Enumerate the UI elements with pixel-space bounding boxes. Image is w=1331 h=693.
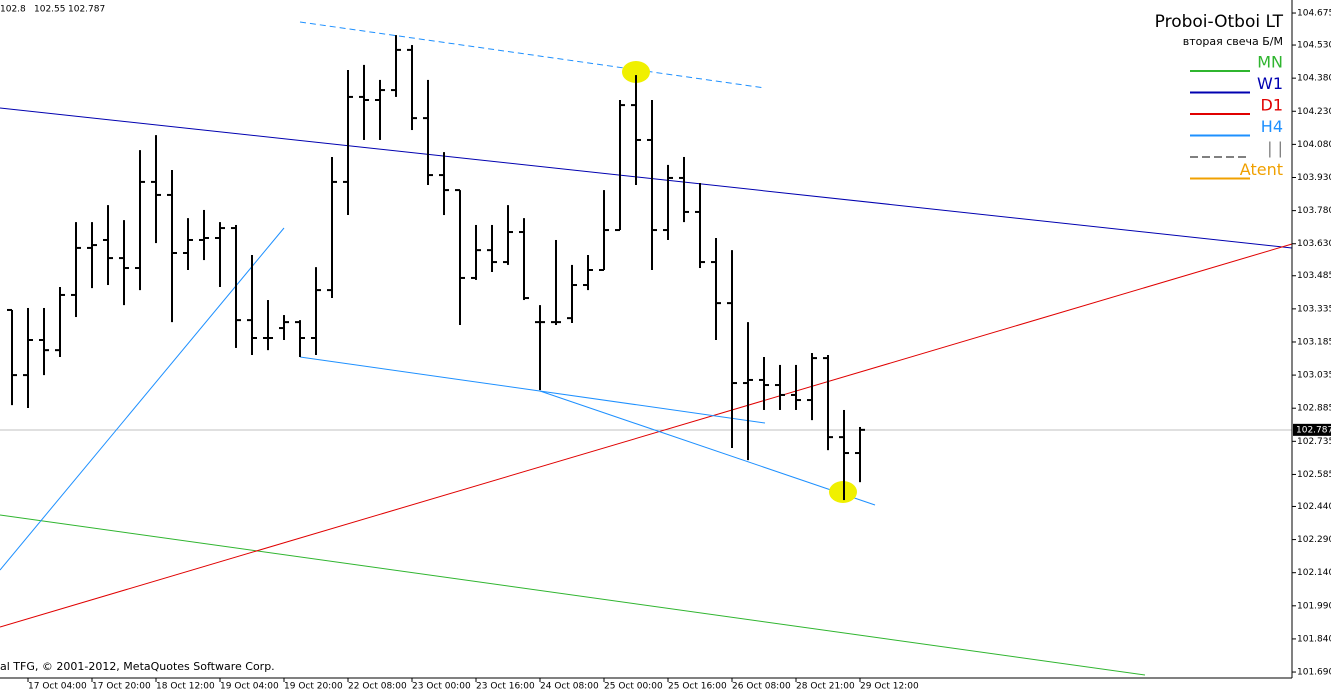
x-tick-label: 19 Oct 20:00 <box>284 682 343 692</box>
x-tick-label: 25 Oct 00:00 <box>604 682 663 692</box>
h4-trendline <box>299 356 766 424</box>
y-tick-label: 102.885 <box>1297 404 1331 414</box>
y-tick-label: 101.990 <box>1297 601 1331 611</box>
y-tick-label: 103.780 <box>1297 206 1331 216</box>
y-tick-label: 102.440 <box>1297 502 1331 512</box>
x-tick-label: 17 Oct 04:00 <box>28 682 87 692</box>
y-tick-label: 103.335 <box>1297 304 1331 314</box>
y-tick-label: 103.485 <box>1297 271 1331 281</box>
chart-subtitle: вторая свеча Б/М <box>1183 35 1283 48</box>
x-tick-label: 28 Oct 21:00 <box>796 682 855 692</box>
y-tick-label: 102.585 <box>1297 470 1331 480</box>
x-tick-label: 19 Oct 04:00 <box>220 682 279 692</box>
legend-label: MN <box>1257 53 1283 72</box>
x-tick-label: 29 Oct 12:00 <box>860 682 919 692</box>
legend-label: | | <box>1267 139 1283 158</box>
marker <box>622 61 650 83</box>
y-tick-label: 103.185 <box>1297 337 1331 347</box>
header-low: 102.55 <box>34 5 66 15</box>
x-tick-label: 18 Oct 12:00 <box>156 682 215 692</box>
legend-label: H4 <box>1261 117 1283 136</box>
x-tick-label: 25 Oct 16:00 <box>668 682 727 692</box>
copyright: al TFG, © 2001-2012, MetaQuotes Software… <box>0 660 275 673</box>
x-tick-label: 26 Oct 08:00 <box>732 682 791 692</box>
legend-label: D1 <box>1261 96 1284 115</box>
x-tick-label: 24 Oct 08:00 <box>540 682 599 692</box>
y-tick-label: 104.530 <box>1297 41 1331 51</box>
h4-dashed-trendline <box>299 21 766 89</box>
chart-title: Proboi-Otboi LT <box>1155 12 1284 32</box>
legend-label: Atent <box>1240 160 1283 179</box>
y-tick-label: 101.690 <box>1297 668 1331 678</box>
w1-trendline <box>0 107 1293 249</box>
y-tick-label: 102.290 <box>1297 535 1331 545</box>
x-tick-label: 23 Oct 00:00 <box>412 682 471 692</box>
header-close: 102.787 <box>68 5 105 15</box>
y-tick-label: 104.080 <box>1297 140 1331 150</box>
last-price-box <box>1293 423 1331 436</box>
header-high: 102.8 <box>0 5 26 15</box>
y-tick-label: 103.630 <box>1297 239 1331 249</box>
y-tick-label: 102.140 <box>1297 568 1331 578</box>
y-tick-label: 103.035 <box>1297 371 1331 381</box>
y-tick-label: 104.230 <box>1297 107 1331 117</box>
y-tick-label: 104.675 <box>1297 9 1331 19</box>
y-tick-label: 103.930 <box>1297 173 1331 183</box>
x-tick-label: 23 Oct 16:00 <box>476 682 535 692</box>
h4-trendline <box>539 390 876 506</box>
x-tick-label: 17 Oct 20:00 <box>92 682 151 692</box>
x-tick-label: 22 Oct 08:00 <box>348 682 407 692</box>
legend-label: W1 <box>1257 74 1283 93</box>
d1-trendline <box>0 243 1293 628</box>
y-tick-label: 102.735 <box>1297 437 1331 447</box>
y-tick-label: 104.380 <box>1297 74 1331 84</box>
mn-trendline <box>0 514 1146 676</box>
y-tick-label: 101.840 <box>1297 634 1331 644</box>
last-price-label: 102.787 <box>1296 425 1331 435</box>
